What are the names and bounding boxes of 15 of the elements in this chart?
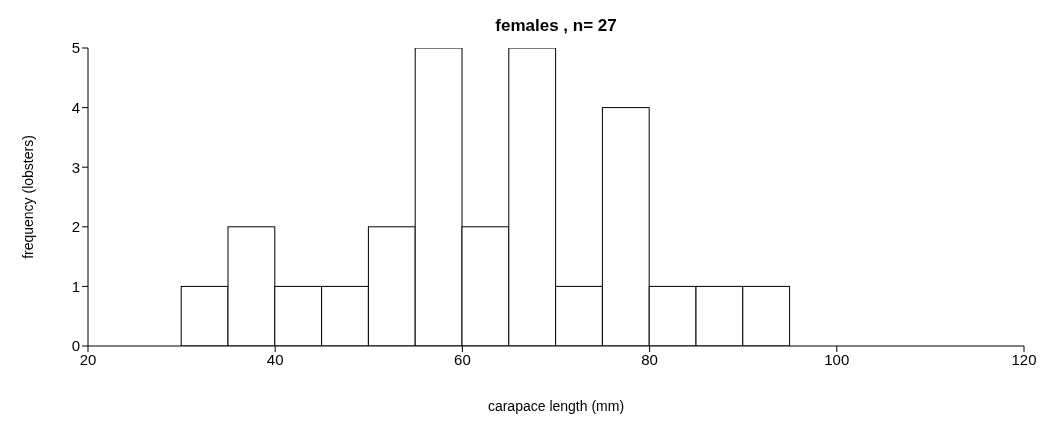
y-axis-title: frequency (lobsters) bbox=[19, 135, 36, 259]
x-tick-label: 120 bbox=[1011, 350, 1037, 368]
y-tick-label: 3 bbox=[71, 158, 80, 176]
y-tick-label: 2 bbox=[71, 218, 80, 236]
x-axis-title: carapace length (mm) bbox=[487, 398, 625, 414]
x-tick-label: 60 bbox=[454, 350, 471, 368]
y-tick-label: 4 bbox=[71, 98, 80, 116]
x-tick-label: 40 bbox=[266, 350, 284, 368]
y-tick-label: 0 bbox=[71, 337, 80, 355]
x-tick-label: 100 bbox=[824, 350, 850, 368]
x-tick-label: 20 bbox=[79, 350, 97, 368]
chart-title: females , n= 27 bbox=[494, 16, 618, 36]
x-tick-label: 80 bbox=[641, 350, 658, 368]
y-tick-label: 5 bbox=[71, 39, 80, 57]
y-tick-label: 1 bbox=[71, 277, 80, 295]
